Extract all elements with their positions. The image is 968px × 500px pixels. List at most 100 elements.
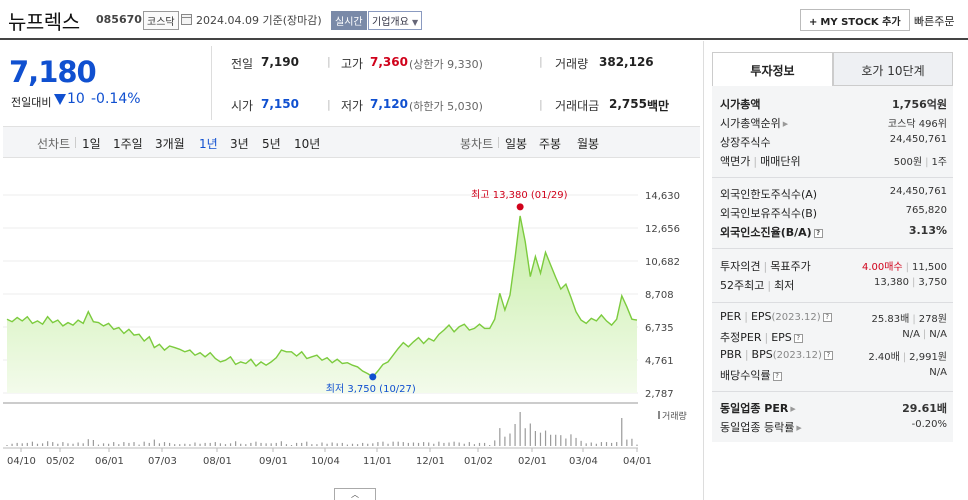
volume-bar: [402, 442, 404, 446]
period-1w[interactable]: 1주일: [113, 137, 143, 151]
period-1y[interactable]: 1년: [199, 137, 218, 151]
bps-label: BPS: [751, 348, 773, 361]
volume-bar: [52, 442, 54, 446]
opinion-value: 4.00매수: [861, 262, 903, 273]
mystock-add-button[interactable]: + MY STOCK 추가: [800, 9, 910, 31]
volume-bar: [179, 444, 181, 446]
face-value-row: 액면가 | 매매단위 500원 | 1주: [720, 155, 947, 168]
volume-bar: [41, 443, 44, 446]
volume-legend: 거래량: [662, 410, 687, 422]
market-cap-row: 시가총액 1,756억원: [720, 96, 947, 114]
volume-bar: [509, 433, 511, 446]
eps-value: 278원: [918, 314, 947, 325]
mystock-label: MY STOCK 추가: [820, 17, 901, 28]
period-3y[interactable]: 3년: [230, 137, 249, 151]
volume-bar: [118, 444, 120, 446]
volume-bar: [174, 444, 176, 446]
volume-bar: [397, 441, 399, 446]
volume-bar: [260, 442, 262, 446]
triangle-right-icon[interactable]: ▶: [782, 120, 789, 128]
market-cap-rank-value: 코스닥 496위: [887, 119, 947, 130]
divider: [712, 391, 953, 392]
quick-order-link[interactable]: 빠른주문: [914, 15, 955, 28]
corp-info-dropdown[interactable]: 기업개요 ▼: [368, 11, 423, 30]
chart-collapse-button[interactable]: ︿: [334, 488, 376, 500]
volume-bar: [250, 442, 252, 446]
divider: [211, 46, 212, 120]
current-price: 7,180: [9, 55, 97, 89]
volume-bar: [372, 443, 374, 446]
volume-bar: [77, 442, 79, 446]
price-line: [6, 215, 638, 378]
period-3m[interactable]: 3개월: [155, 137, 185, 151]
volume-bar: [204, 442, 206, 446]
x-tick-label: 10/04: [311, 456, 340, 467]
market-cap-value: 1,756억원: [891, 98, 947, 111]
candle-daily[interactable]: 일봉: [505, 137, 528, 151]
help-icon[interactable]: ?: [823, 350, 833, 360]
candle-weekly[interactable]: 주봉: [539, 137, 562, 151]
volume-bar: [128, 442, 130, 446]
volume-bar: [626, 439, 628, 446]
listed-shares-label: 상장주식수: [720, 136, 771, 149]
volume-bar: [36, 443, 39, 446]
y-tick-label: 4,761: [645, 356, 674, 367]
y-tick-label: 6,735: [645, 323, 674, 334]
dividend-row: 배당수익률? N/A: [720, 367, 947, 385]
amount-unit: 백만: [647, 99, 670, 113]
x-tick-label: 04/10: [7, 456, 36, 467]
volume-bar: [483, 442, 486, 446]
volume-bar: [265, 443, 267, 446]
volume-bar: [407, 442, 409, 446]
triangle-right-icon[interactable]: ▶: [796, 424, 802, 432]
volume-bar: [382, 441, 384, 446]
volume-bar: [158, 443, 161, 446]
volume-bar: [438, 441, 440, 446]
tab-hoga-10[interactable]: 호가 10단계: [833, 52, 953, 86]
week52-low-label: 최저: [774, 279, 795, 292]
volume-bar: [306, 441, 308, 446]
x-tick-label: 05/02: [46, 456, 75, 467]
volume-bar: [97, 444, 100, 446]
volume-bar: [280, 441, 282, 446]
help-icon[interactable]: ?: [822, 312, 832, 322]
candle-monthly[interactable]: 월봉: [577, 137, 600, 151]
stock-header: 뉴프렉스 085670 코스닥 2024.04.09 기준(장마감) 실시간 기…: [0, 0, 968, 40]
help-icon[interactable]: ?: [813, 228, 823, 238]
volume-bar: [235, 441, 237, 446]
industry-per-label: 동일업종 PER: [720, 402, 789, 415]
volume-bar: [26, 442, 28, 446]
divider: |: [539, 55, 543, 68]
est-per-value: N/A: [902, 329, 920, 340]
x-tick-label: 12/01: [416, 456, 445, 467]
y-tick-label: 14,630: [645, 191, 680, 202]
period-10y[interactable]: 10년: [294, 137, 321, 151]
volume-bar: [519, 412, 521, 446]
period-5y[interactable]: 5년: [262, 137, 281, 151]
price-chart[interactable]: 14,630 12,656 10,682 8,708 6,735 4,761 2,787 최…: [3, 159, 700, 499]
volume-bar: [621, 418, 623, 446]
change-label: 전일대비: [11, 96, 52, 109]
help-icon[interactable]: ?: [772, 371, 782, 381]
volume-bar: [72, 443, 74, 446]
industry-rate-row: 동일업종 등락률 ▶ -0.20%: [720, 419, 947, 437]
x-tick-label: 03/04: [569, 456, 598, 467]
period-1d[interactable]: 1일: [82, 137, 101, 151]
low-value: 7,120: [370, 97, 408, 111]
x-tick-label: 07/03: [148, 456, 177, 467]
tab-invest-info[interactable]: 투자정보: [712, 52, 833, 86]
volume-bar: [143, 441, 145, 446]
volume-bar: [590, 442, 592, 446]
volume-bar: [514, 424, 516, 446]
help-icon[interactable]: ?: [793, 333, 803, 343]
volume-bar: [580, 440, 582, 446]
dividend-label: 배당수익률: [720, 369, 771, 382]
y-tick-label: 12,656: [645, 224, 680, 235]
volume-bar: [47, 441, 49, 446]
realtime-button[interactable]: 실시간: [331, 11, 367, 30]
triangle-right-icon[interactable]: ▶: [790, 405, 796, 413]
volume-bar: [21, 443, 23, 446]
per-label: PER: [720, 310, 742, 323]
stock-code: 085670: [96, 13, 142, 26]
week52-high-label: 52주최고: [720, 279, 765, 292]
